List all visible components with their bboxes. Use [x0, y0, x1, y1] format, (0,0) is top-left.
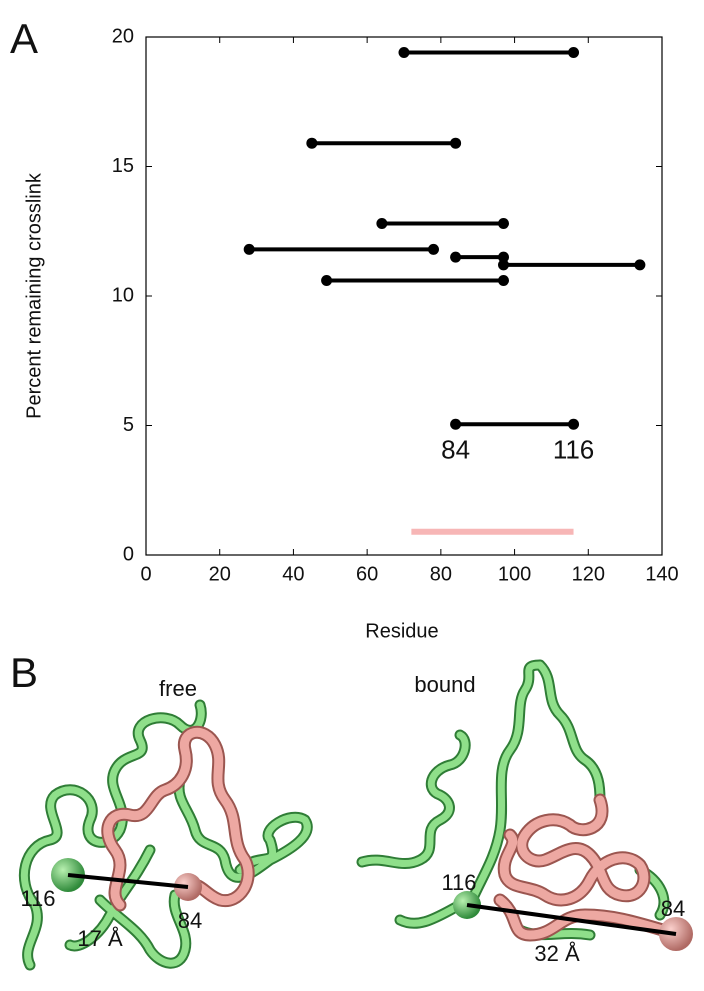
residue-label: 116	[441, 870, 476, 895]
range-end	[634, 259, 646, 271]
y-tick-label: 15	[112, 155, 134, 177]
annotation: 116	[553, 434, 594, 464]
range-start	[243, 243, 255, 255]
range-start	[450, 251, 462, 263]
distance-label: 32 Å	[534, 941, 580, 966]
range-start	[376, 217, 388, 229]
plot-frame	[145, 36, 663, 556]
residue-label: 116	[20, 886, 55, 911]
range-end	[427, 243, 439, 255]
range-end	[498, 251, 510, 263]
annotation: 84	[441, 434, 470, 464]
range-end	[450, 137, 462, 149]
range-start	[498, 259, 510, 271]
y-tick-label: 20	[112, 25, 134, 47]
y-tick-label: 10	[112, 284, 134, 306]
range-end	[568, 418, 580, 430]
x-tick-label: 40	[282, 563, 304, 585]
x-tick-label: 60	[356, 563, 378, 585]
x-tick-label: 120	[572, 563, 605, 585]
x-tick-label: 100	[498, 563, 531, 585]
free-structure	[18, 699, 313, 971]
x-tick-label: 20	[209, 563, 231, 585]
y-tick-label: 5	[123, 414, 134, 436]
x-axis-label: Residue	[365, 620, 438, 642]
range-end	[568, 47, 580, 59]
x-tick-label: 140	[645, 563, 678, 585]
y-axis-label: Percent remaining crosslink	[23, 172, 45, 419]
range-start	[306, 137, 318, 149]
range-end	[498, 274, 510, 286]
range-end	[498, 217, 510, 229]
range-start	[321, 274, 333, 286]
structure-state: bound	[414, 672, 475, 697]
residue-label: 84	[661, 896, 685, 921]
structure-state: free	[159, 676, 197, 701]
bound-structure	[356, 659, 693, 951]
distance-label: 17 Å	[77, 926, 123, 951]
panel-label: A	[10, 15, 38, 62]
range-start	[450, 418, 462, 430]
x-tick-label: 0	[140, 563, 151, 585]
panel-label: B	[10, 649, 38, 696]
residue-label: 84	[178, 908, 202, 933]
y-tick-label: 0	[123, 543, 134, 565]
x-tick-label: 80	[430, 563, 452, 585]
range-start	[398, 47, 410, 59]
